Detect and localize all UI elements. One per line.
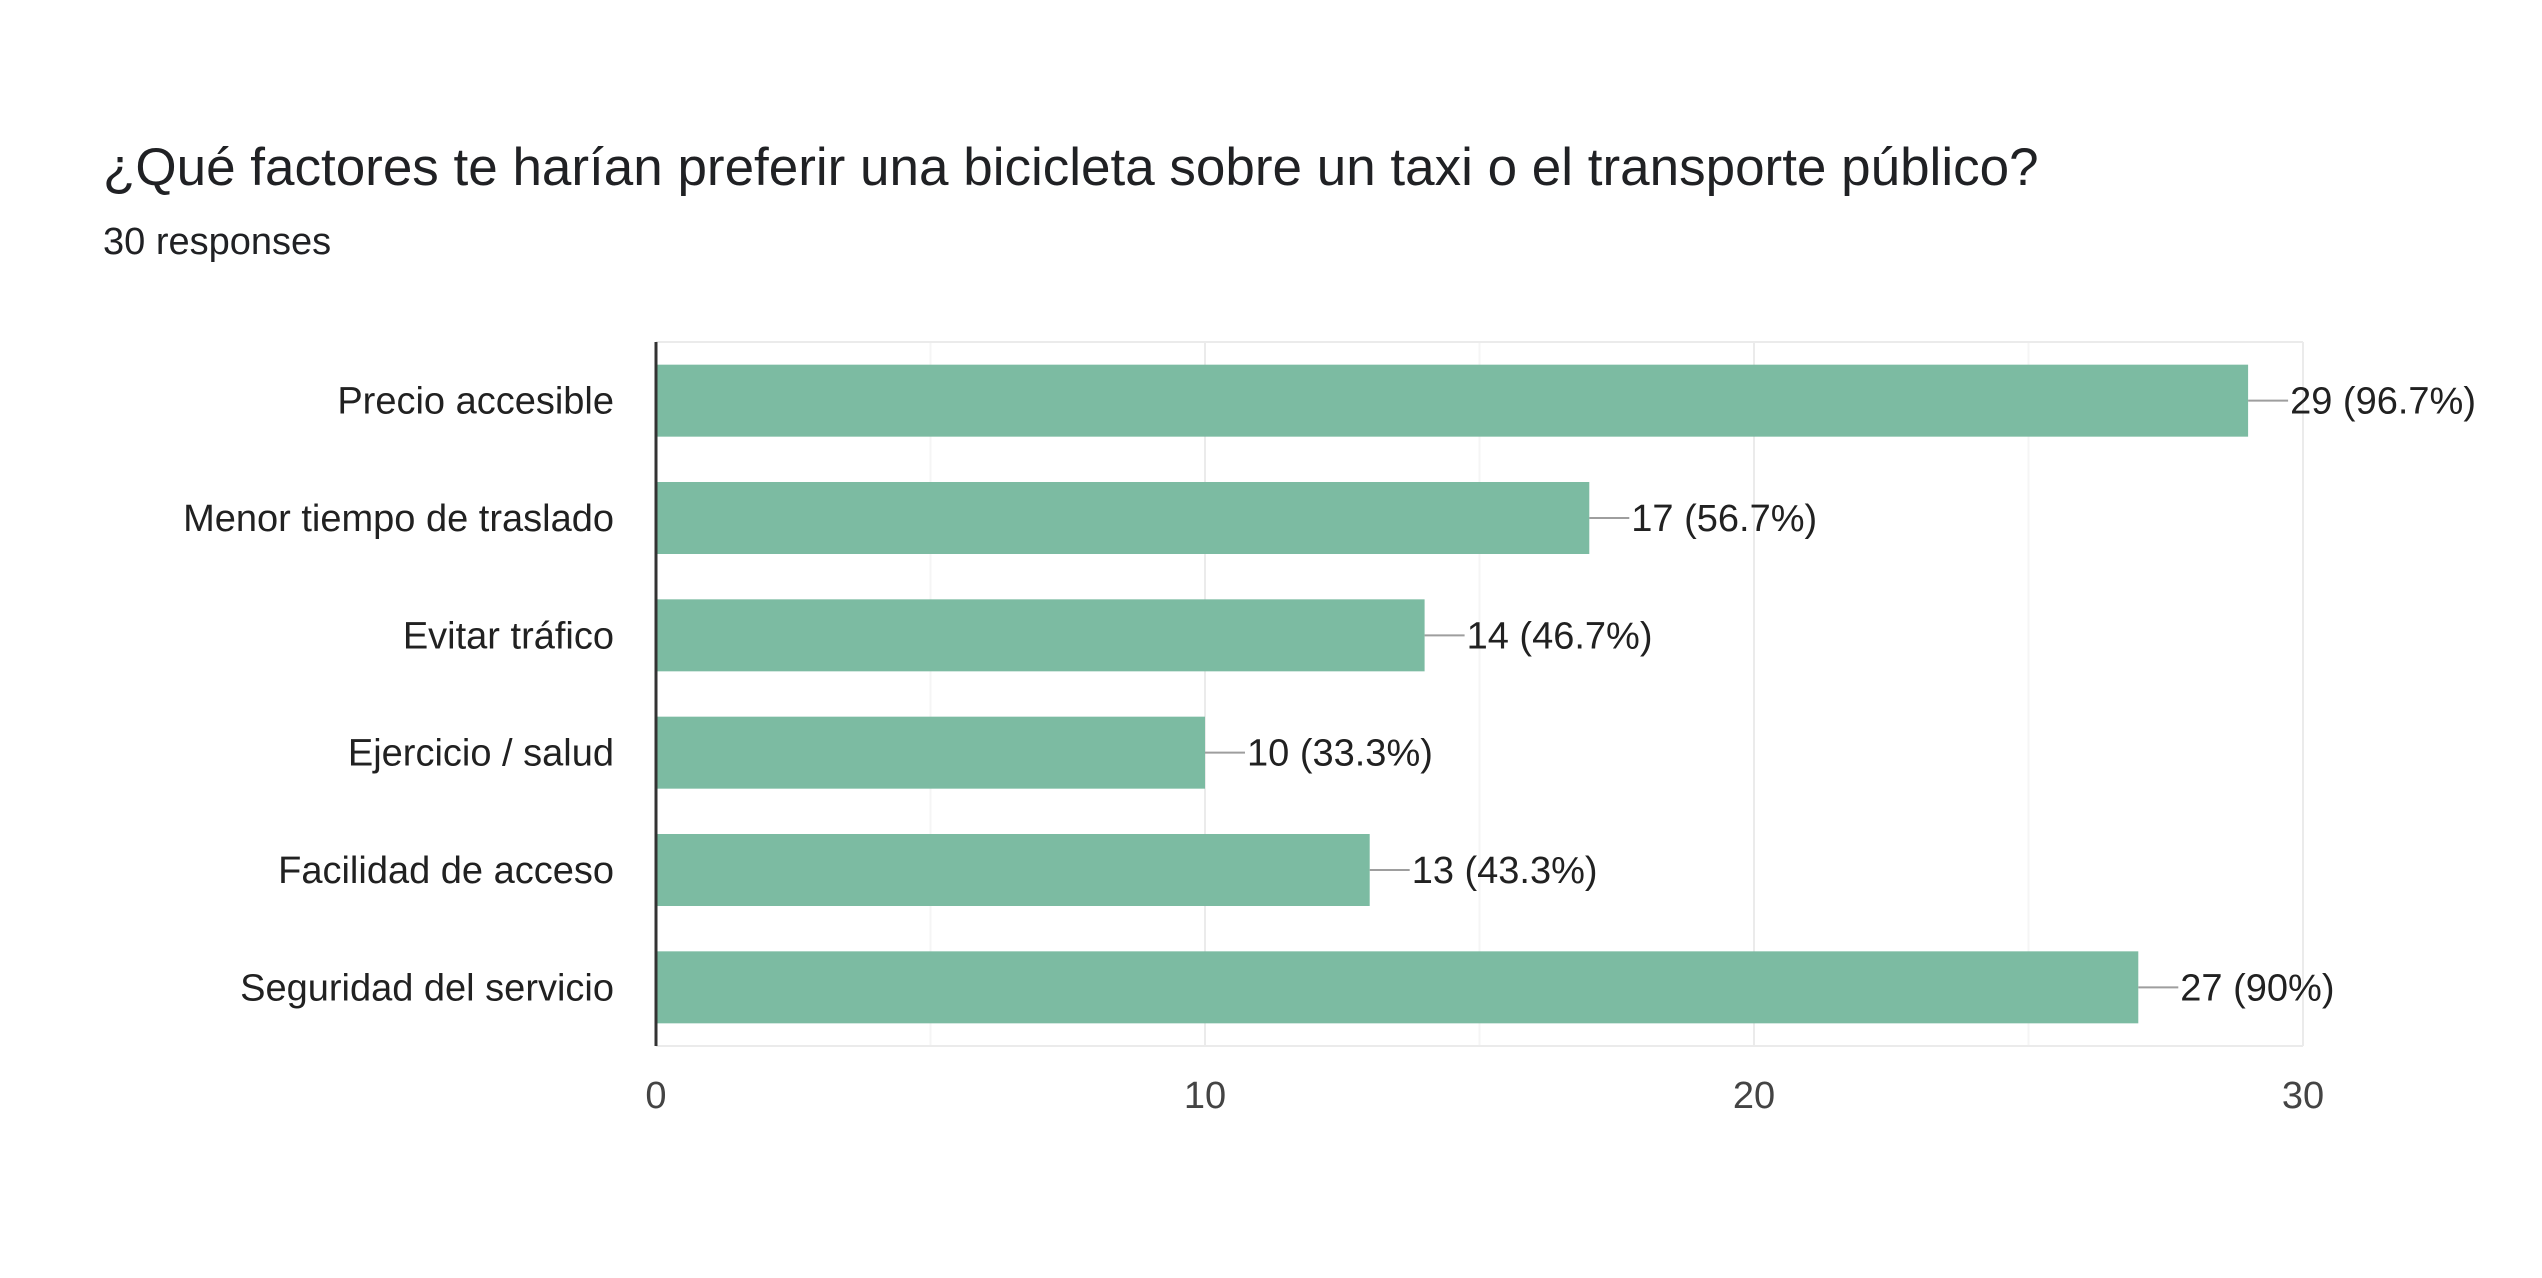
x-tick-label-2: 20 (1733, 1075, 1775, 1117)
bar-1 (656, 482, 1590, 554)
data-label-0: 29 (96.7%) (2290, 381, 2476, 423)
x-tick-label-1: 10 (1184, 1075, 1226, 1117)
data-label-5: 27 (90%) (2180, 967, 2334, 1009)
category-label-0: Precio accesible (337, 381, 614, 423)
bar-2 (656, 599, 1425, 672)
bar-0 (656, 364, 2249, 437)
category-label-5: Seguridad del servicio (240, 967, 614, 1009)
bar-3 (656, 716, 1205, 789)
response-count: 30 responses (103, 221, 332, 263)
data-label-3: 10 (33.3%) (1247, 733, 1433, 775)
question-title: ¿Qué factores te harían preferir una bic… (103, 138, 2039, 197)
data-label-4: 13 (43.3%) (1412, 850, 1598, 892)
bar-4 (656, 834, 1370, 906)
data-label-1: 17 (56.7%) (1631, 498, 1817, 540)
category-label-1: Menor tiempo de traslado (183, 498, 614, 540)
category-label-4: Facilidad de acceso (278, 850, 614, 892)
x-tick-label-3: 30 (2282, 1075, 2324, 1117)
category-label-2: Evitar tráfico (403, 615, 614, 657)
data-label-2: 14 (46.7%) (1467, 615, 1653, 657)
category-label-3: Ejercicio / salud (348, 733, 614, 775)
bar-5 (656, 951, 2139, 1024)
x-tick-label-0: 0 (645, 1075, 666, 1117)
